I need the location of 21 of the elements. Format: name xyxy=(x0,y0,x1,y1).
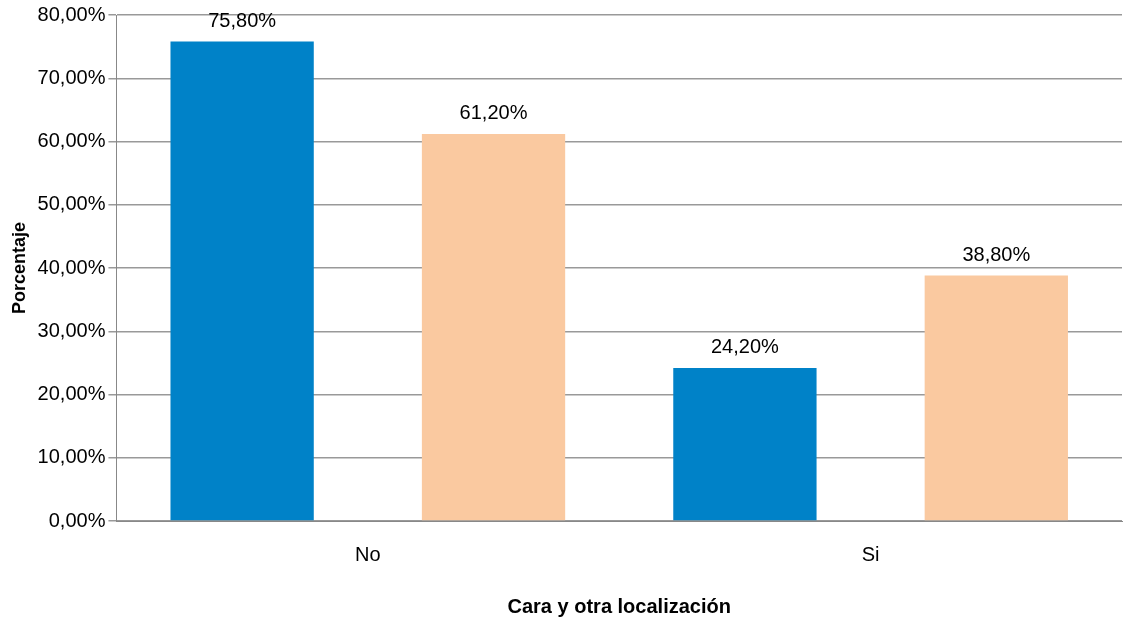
y-tick-label: 20,00% xyxy=(37,382,106,405)
y-tick-label: 70,00% xyxy=(37,65,106,88)
x-tick-label: Si xyxy=(861,542,880,565)
y-tick-label: 50,00% xyxy=(37,192,106,215)
bar xyxy=(170,41,314,521)
y-axis-title: Porcentaje xyxy=(8,221,29,315)
data-label: 38,80% xyxy=(962,243,1031,266)
y-tick-label: 80,00% xyxy=(37,2,106,25)
data-label: 24,20% xyxy=(710,335,780,358)
bar xyxy=(673,367,817,521)
y-tick-label: 30,00% xyxy=(37,318,106,341)
y-tick-label: 40,00% xyxy=(37,255,106,278)
data-label: 75,80% xyxy=(208,9,277,32)
x-tick-label: No xyxy=(355,542,381,565)
y-tick-label: 10,00% xyxy=(37,445,106,468)
bar xyxy=(421,133,566,521)
bar xyxy=(924,275,1068,521)
data-label: 61,20% xyxy=(459,101,528,124)
y-tick-label: 60,00% xyxy=(37,129,106,152)
y-tick-label: 0,00% xyxy=(48,508,106,531)
x-axis-title: Cara y otra localización xyxy=(507,594,731,617)
